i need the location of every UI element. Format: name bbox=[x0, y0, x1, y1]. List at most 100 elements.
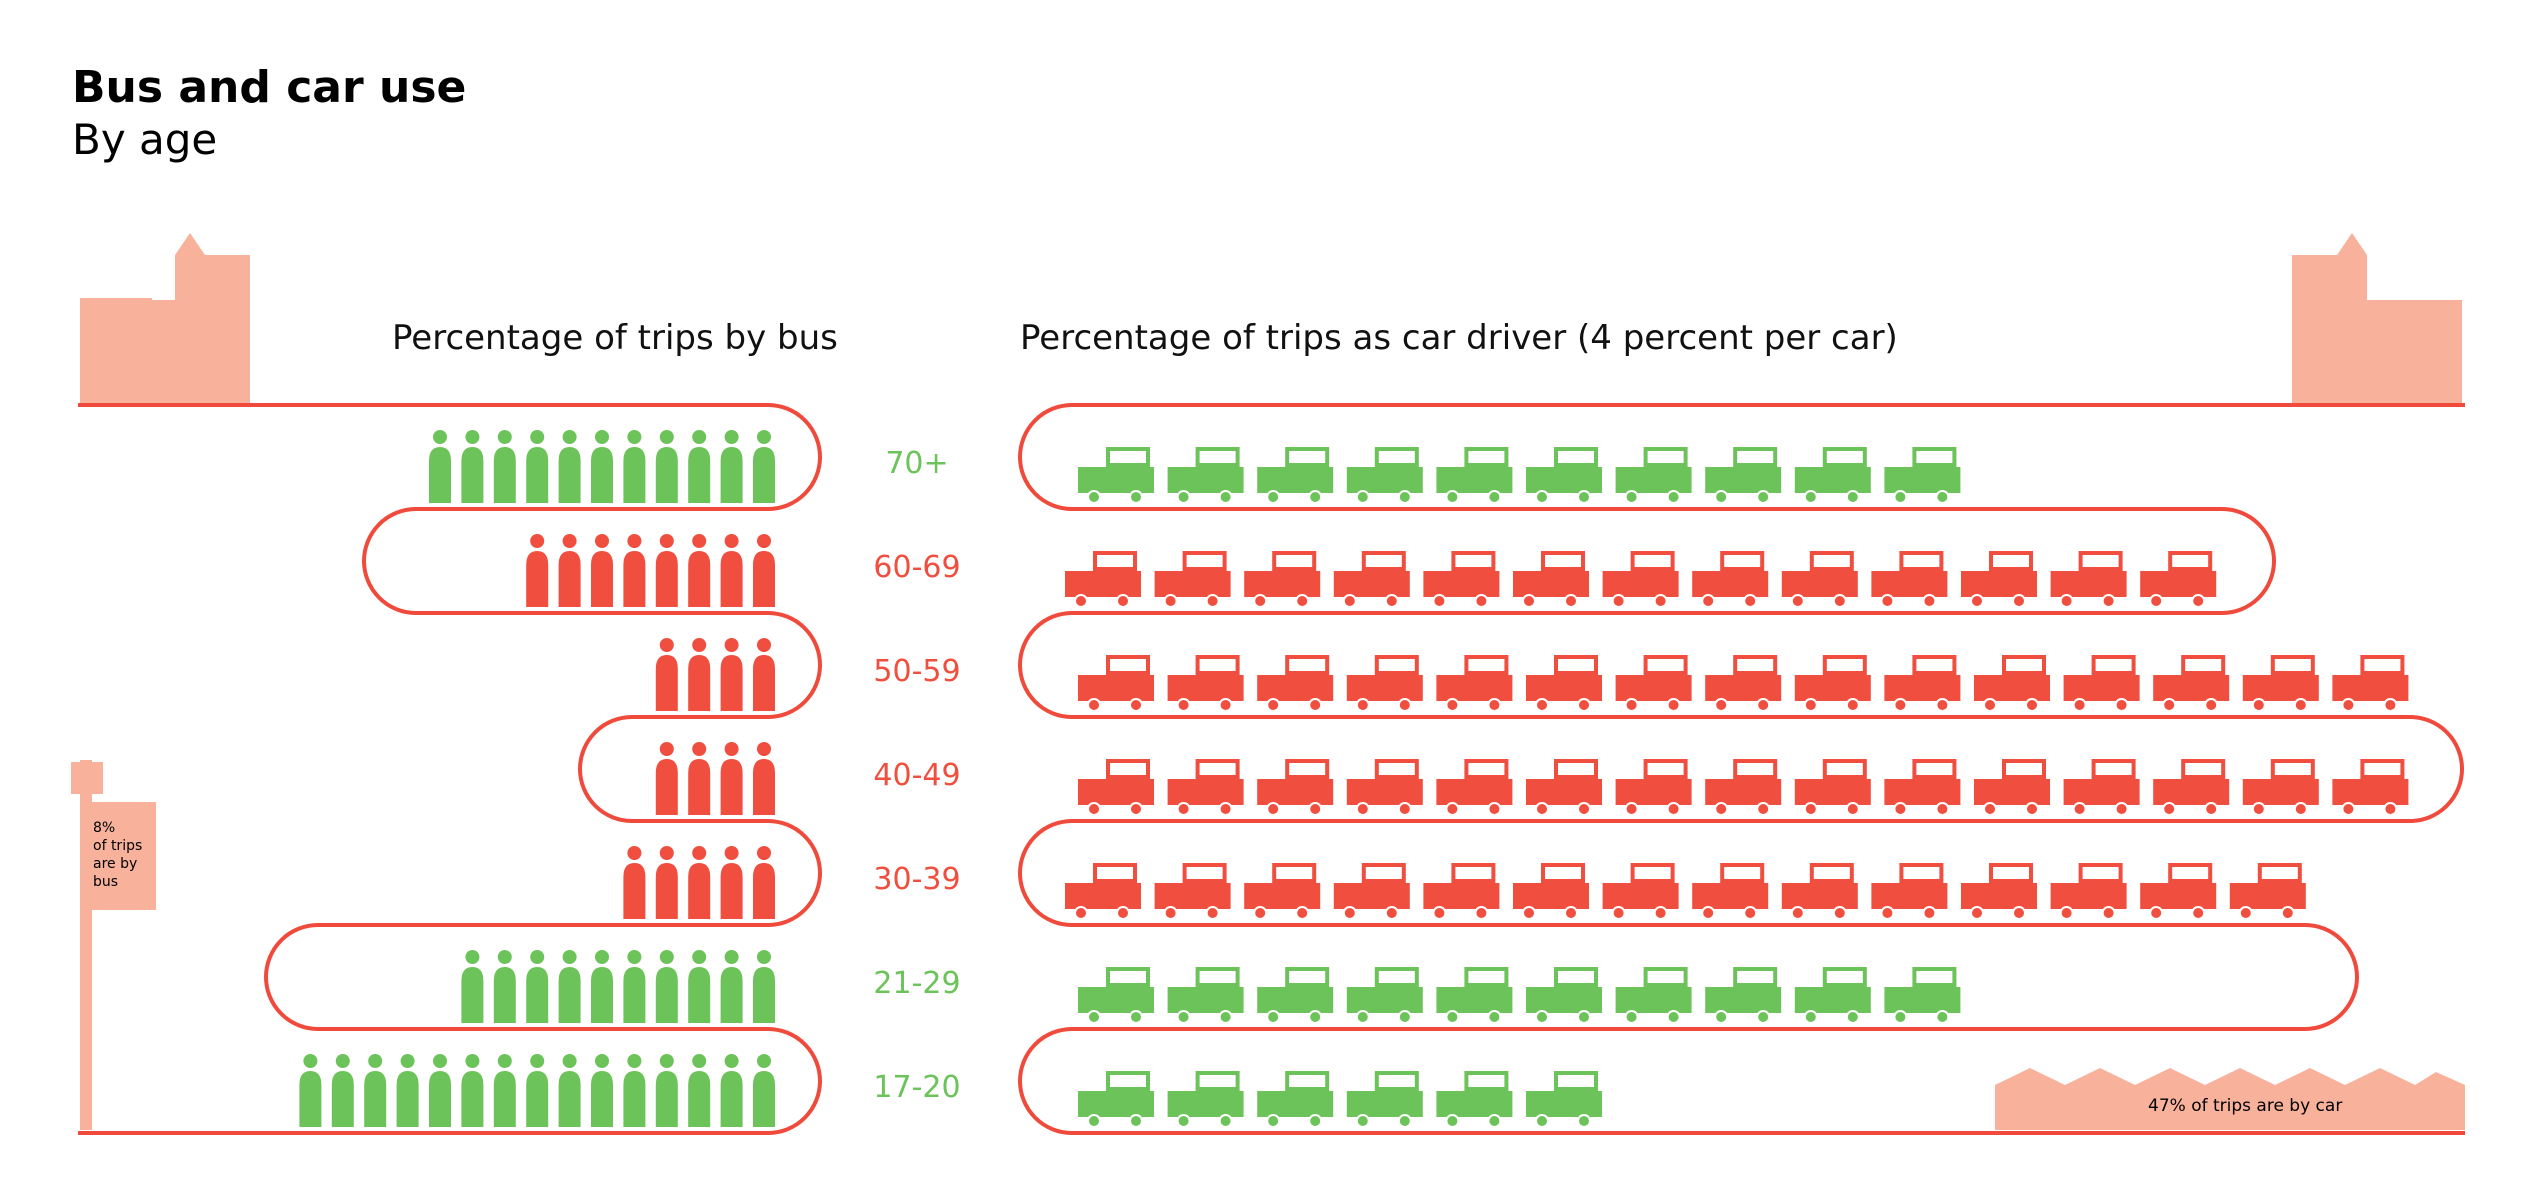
chart-subtitle: By age bbox=[72, 115, 218, 164]
car-icon bbox=[1615, 447, 1692, 504]
age-label: 50-59 bbox=[873, 654, 960, 689]
age-label: 30-39 bbox=[873, 862, 960, 897]
car-icon bbox=[1244, 863, 1321, 920]
bus-header: Percentage of trips by bus bbox=[392, 318, 838, 358]
car-icon bbox=[1154, 863, 1231, 920]
bus-passenger-icon bbox=[688, 534, 711, 607]
car-icon bbox=[2242, 759, 2319, 816]
car-icon bbox=[1961, 551, 2037, 608]
bus-passenger-icon bbox=[461, 430, 484, 503]
car-icon bbox=[2332, 759, 2409, 816]
car-icon bbox=[1794, 759, 1871, 816]
bus-passenger-icon bbox=[429, 1054, 451, 1127]
bus-passenger-icon bbox=[655, 638, 678, 711]
bus-passenger-icon bbox=[623, 534, 646, 607]
car-icon bbox=[1257, 1071, 1334, 1128]
car-icon bbox=[2242, 655, 2319, 712]
car-icon bbox=[1884, 447, 1961, 504]
bus-passenger-icon bbox=[623, 846, 646, 919]
car-icon bbox=[1871, 551, 1948, 608]
car-icon bbox=[1974, 655, 2050, 712]
car-icon bbox=[1436, 967, 1513, 1024]
car-icon bbox=[1167, 1071, 1244, 1128]
bus-passenger-icon bbox=[688, 742, 711, 815]
car-icon bbox=[1436, 655, 1513, 712]
bus-passenger-icon bbox=[461, 950, 484, 1023]
car-note: 47% of trips are by car bbox=[2148, 1096, 2342, 1116]
bus-passenger-icon bbox=[623, 950, 646, 1023]
car-icon bbox=[1346, 1071, 1423, 1128]
car-icon bbox=[1884, 759, 1961, 816]
car-icon bbox=[1333, 863, 1410, 920]
car-icon bbox=[1602, 551, 1679, 608]
bus-passenger-icon bbox=[623, 430, 646, 503]
bus-passenger-icon bbox=[493, 1054, 516, 1127]
bus-passenger-icon bbox=[655, 534, 678, 607]
car-icon bbox=[2140, 863, 2217, 920]
bus-passenger-icon bbox=[720, 534, 743, 607]
bus-passenger-icon bbox=[688, 430, 711, 503]
car-icon bbox=[1167, 967, 1244, 1024]
bus-stop-sign-icon bbox=[71, 760, 156, 1130]
bus-passenger-icon bbox=[655, 430, 678, 503]
car-icon bbox=[1526, 967, 1602, 1024]
bus-passenger-icon bbox=[688, 846, 711, 919]
car-icon bbox=[1257, 655, 1334, 712]
car-icon bbox=[1615, 655, 1692, 712]
houses-icon bbox=[1995, 1068, 2465, 1130]
car-icon bbox=[1078, 1071, 1154, 1128]
bus-passenger-icon bbox=[331, 1054, 354, 1127]
car-icon bbox=[2050, 551, 2127, 608]
chart-title: Bus and car use bbox=[72, 62, 467, 113]
bus-passenger-icon bbox=[753, 742, 775, 815]
bus-passenger-icon bbox=[364, 1054, 387, 1127]
car-icon bbox=[1884, 967, 1961, 1024]
bus-passenger-icon bbox=[655, 742, 678, 815]
car-icon bbox=[1167, 447, 1244, 504]
car-icon bbox=[2050, 863, 2127, 920]
bus-passenger-icon bbox=[526, 950, 549, 1023]
bus-passenger-icon bbox=[753, 638, 775, 711]
car-icon bbox=[1065, 863, 1141, 920]
bus-passenger-icon bbox=[591, 1054, 613, 1127]
car-icon bbox=[1257, 967, 1334, 1024]
bus-passenger-icon bbox=[688, 638, 711, 711]
car-icon bbox=[1794, 967, 1871, 1024]
car-icon bbox=[2063, 759, 2140, 816]
bus-passenger-icon bbox=[429, 430, 451, 503]
bus-passenger-icon bbox=[753, 534, 775, 607]
bus-passenger-icon bbox=[461, 1054, 484, 1127]
car-header: Percentage of trips as car driver (4 per… bbox=[1020, 318, 1898, 358]
bus-passenger-icon bbox=[655, 1054, 678, 1127]
bus-passenger-icon bbox=[591, 950, 613, 1023]
car-icon bbox=[2229, 863, 2306, 920]
car-icon bbox=[1526, 655, 1602, 712]
car-icon bbox=[1154, 551, 1231, 608]
car-icon bbox=[1346, 447, 1423, 504]
car-icon bbox=[1705, 655, 1782, 712]
bus-passenger-icon bbox=[591, 534, 613, 607]
car-icon bbox=[1692, 551, 1769, 608]
bus-passenger-icon bbox=[526, 1054, 549, 1127]
building-left-icon bbox=[80, 233, 250, 405]
bus-passenger-icon bbox=[720, 1054, 743, 1127]
car-icon bbox=[1615, 759, 1692, 816]
car-icon bbox=[1078, 967, 1154, 1024]
bus-passenger-icon bbox=[558, 430, 581, 503]
car-icon bbox=[1602, 863, 1679, 920]
bus-passenger-icon bbox=[753, 950, 775, 1023]
car-icon bbox=[1705, 759, 1782, 816]
car-icon bbox=[1526, 1071, 1602, 1128]
bus-passenger-icon bbox=[655, 846, 678, 919]
age-label: 21-29 bbox=[873, 966, 960, 1001]
car-icon bbox=[1513, 551, 1589, 608]
car-icon bbox=[2153, 655, 2230, 712]
bus-passenger-icon bbox=[558, 950, 581, 1023]
car-icon bbox=[1871, 863, 1948, 920]
bus-passenger-icon bbox=[688, 950, 711, 1023]
car-icon bbox=[1884, 655, 1961, 712]
age-label: 40-49 bbox=[873, 758, 960, 793]
car-icon bbox=[1065, 551, 1141, 608]
bus-note-line-2: of trips bbox=[93, 838, 142, 854]
car-icon bbox=[1257, 447, 1334, 504]
